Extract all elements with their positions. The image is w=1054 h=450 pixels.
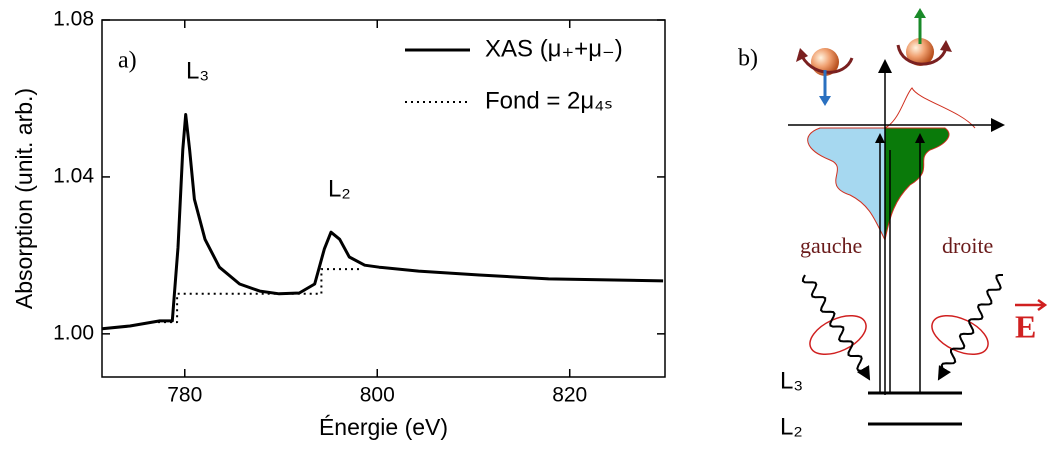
rotation <box>940 40 952 52</box>
legend-label: Fond = 2μ₄ₛ <box>485 87 613 114</box>
x-tick-label: 780 <box>167 384 202 407</box>
dos-spin-down <box>807 127 886 241</box>
level-label: L₃ <box>780 367 803 394</box>
x-tick-label: 820 <box>552 384 587 407</box>
chart-a: 780 800 820 1.00 1.04 1.08 Énergie (eV) Absorpt… <box>11 8 666 440</box>
y-tick-label: 1.08 <box>53 8 94 31</box>
annotation: L₂ <box>328 175 351 202</box>
diagram-b: b) L₃ L₂ gauche droite E <box>738 8 1048 440</box>
plot-frame <box>101 19 666 378</box>
dos-outline <box>884 87 976 129</box>
y-tick-label: 1.04 <box>53 164 94 187</box>
polarization <box>809 314 867 356</box>
rotation <box>798 51 854 74</box>
data-line <box>101 113 664 331</box>
rotation <box>896 44 948 66</box>
panel-label: b) <box>738 46 758 72</box>
annotation: a) <box>118 48 137 74</box>
x-axis-label: Énergie (eV) <box>319 414 448 440</box>
legend-label: XAS (μ₊+μ₋) <box>485 35 623 62</box>
y-tick-label: 1.00 <box>53 321 94 344</box>
photon <box>937 274 1003 381</box>
spin-up <box>914 8 926 18</box>
dos-spin-up <box>884 127 950 241</box>
annotation: L₃ <box>186 57 209 84</box>
electron <box>906 38 934 66</box>
level-label: L₂ <box>780 413 803 440</box>
light-label: droite <box>942 233 993 258</box>
x-tick-label: 800 <box>360 384 395 407</box>
spin-down <box>819 96 831 106</box>
light-label: gauche <box>800 233 862 258</box>
data-line <box>152 268 363 324</box>
y-axis-label: Absorption (unit. arb.) <box>11 88 37 309</box>
photon <box>801 274 871 381</box>
vector-arrow <box>1015 298 1048 312</box>
rotation <box>796 48 808 62</box>
field-label: E <box>1015 308 1036 344</box>
